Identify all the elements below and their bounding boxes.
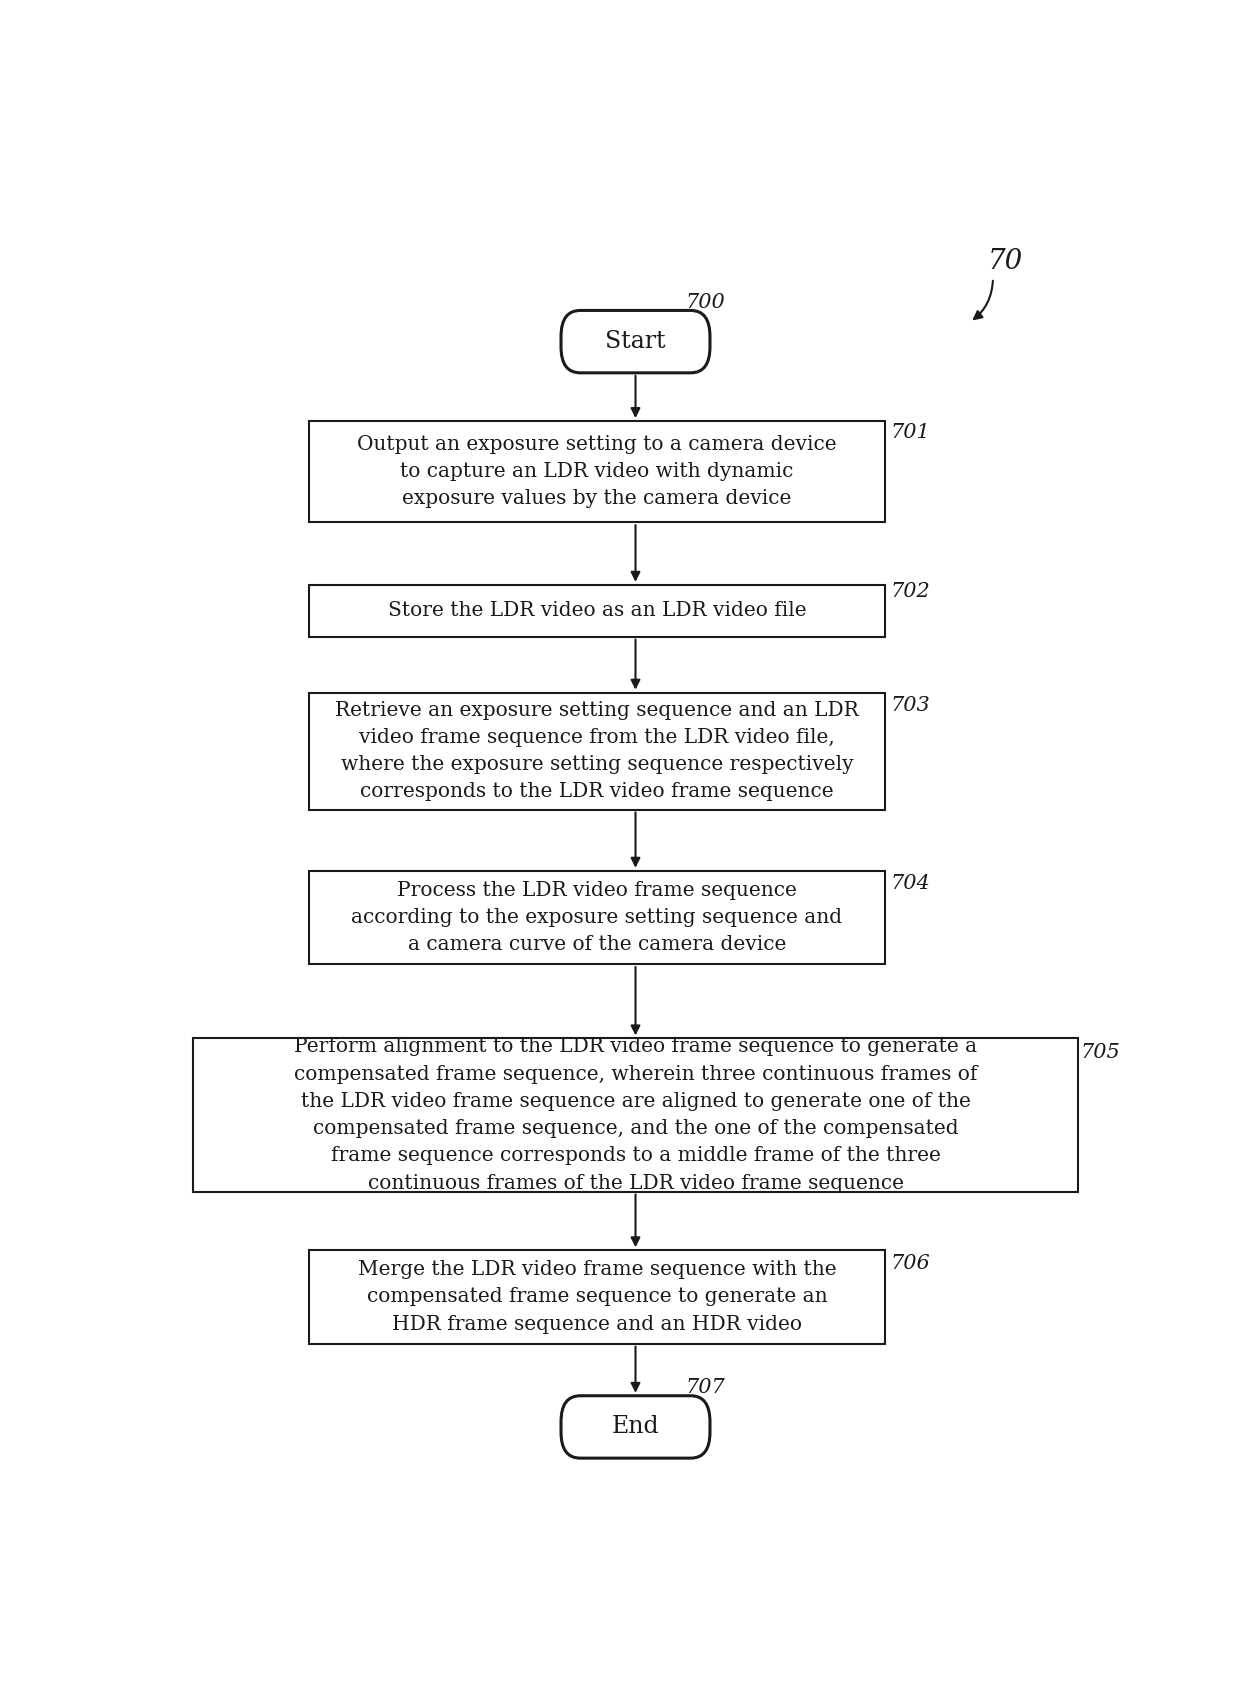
Text: Start: Start <box>605 331 666 353</box>
Text: 700: 700 <box>686 294 725 312</box>
Bar <box>309 420 885 522</box>
Text: End: End <box>611 1416 660 1438</box>
Text: Merge the LDR video frame sequence with the
compensated frame sequence to genera: Merge the LDR video frame sequence with … <box>358 1261 836 1334</box>
Bar <box>309 584 885 636</box>
Bar <box>309 692 885 810</box>
Text: 707: 707 <box>686 1379 725 1398</box>
Text: 706: 706 <box>890 1254 930 1273</box>
Text: 702: 702 <box>890 582 930 601</box>
Text: 704: 704 <box>890 874 930 893</box>
Text: 705: 705 <box>1080 1043 1120 1062</box>
Bar <box>309 871 885 964</box>
Text: Retrieve an exposure setting sequence and an LDR
video frame sequence from the L: Retrieve an exposure setting sequence an… <box>335 701 859 802</box>
Text: 701: 701 <box>890 424 930 442</box>
Bar <box>309 1251 885 1344</box>
Text: 70: 70 <box>988 248 1023 275</box>
FancyArrowPatch shape <box>973 280 993 319</box>
Text: Store the LDR video as an LDR video file: Store the LDR video as an LDR video file <box>388 601 806 619</box>
FancyBboxPatch shape <box>560 311 711 373</box>
Text: Process the LDR video frame sequence
according to the exposure setting sequence : Process the LDR video frame sequence acc… <box>351 881 843 954</box>
Bar <box>193 1038 1078 1192</box>
Text: Output an exposure setting to a camera device
to capture an LDR video with dynam: Output an exposure setting to a camera d… <box>357 436 837 508</box>
Text: Perform alignment to the LDR video frame sequence to generate a
compensated fram: Perform alignment to the LDR video frame… <box>294 1038 977 1193</box>
Text: 703: 703 <box>890 695 930 716</box>
FancyBboxPatch shape <box>560 1396 711 1458</box>
